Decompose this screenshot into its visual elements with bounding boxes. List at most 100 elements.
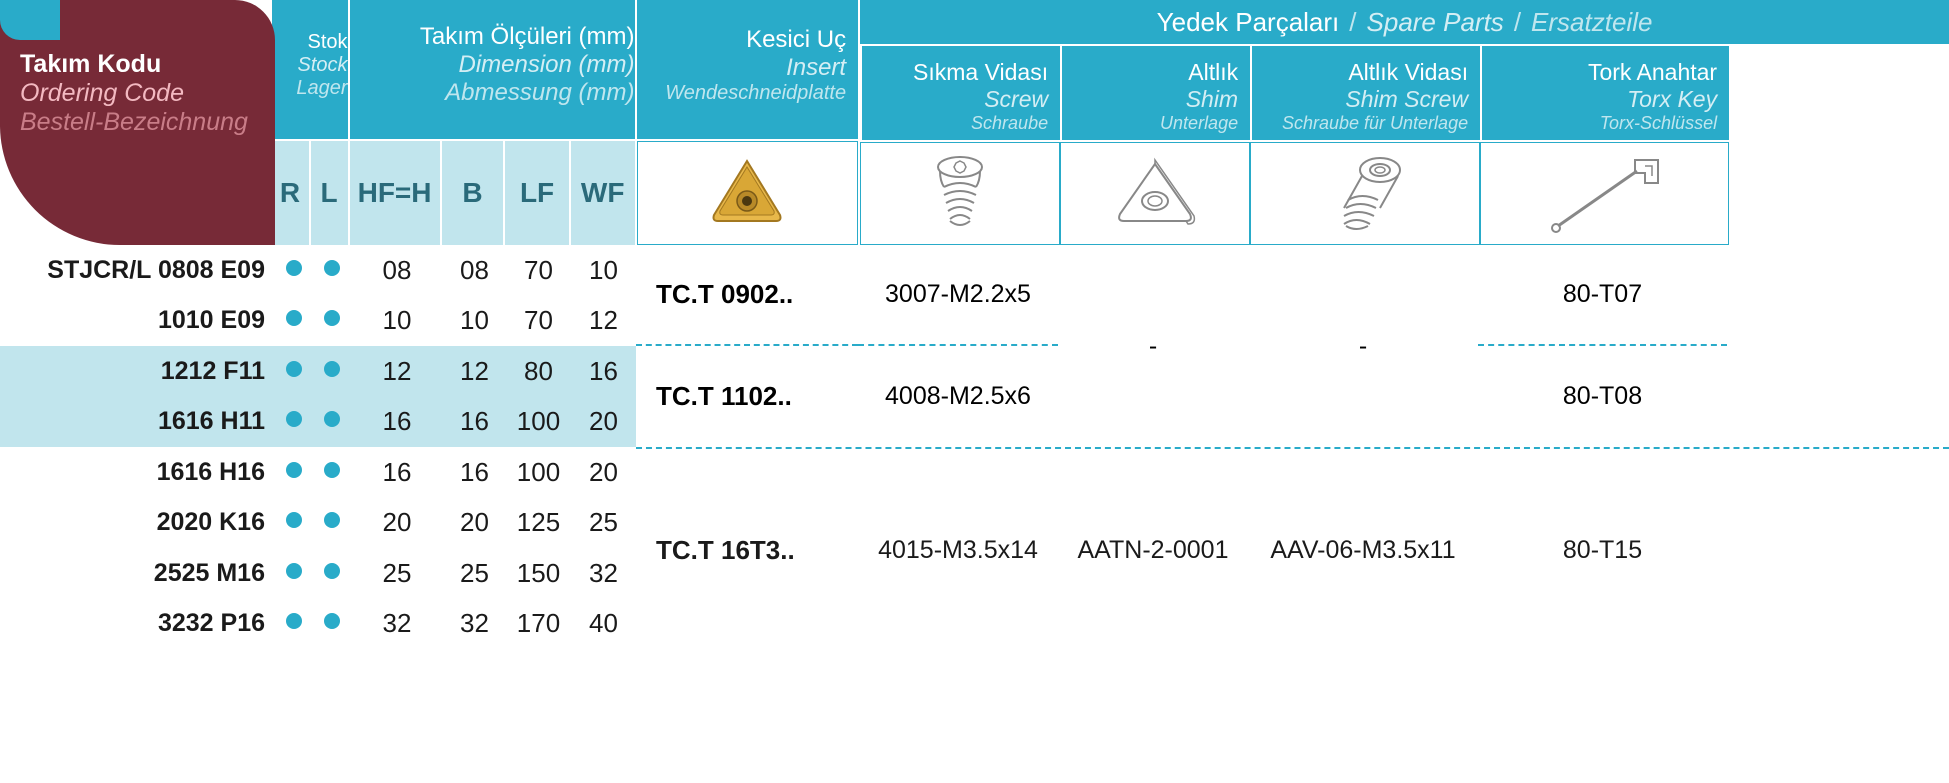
cell-wf: 32: [571, 558, 636, 589]
ordering-code-tr: Takım Kodu: [20, 50, 275, 79]
cell-shimscrew: -: [1248, 245, 1478, 447]
catalog-table: Takım Kodu Ordering Code Bestell-Bezeich…: [0, 0, 1949, 651]
cell-screw: 3007-M2.2x5: [858, 245, 1058, 346]
cell-torx: 80-T07: [1478, 245, 1727, 346]
cell-code: 2525 M16: [0, 559, 275, 588]
cell-b: 10: [443, 305, 506, 336]
cell-code: 1010 E09: [0, 306, 275, 335]
torx-icon: [1480, 142, 1729, 245]
cell-hf: 20: [351, 507, 443, 538]
cell-b: 25: [443, 558, 506, 589]
cell-b: 16: [443, 406, 506, 437]
insert-header: Kesici Uç Insert Wendeschneidplatte: [637, 0, 859, 245]
shimscrew-header: Altlık Vidası Shim Screw Schraube für Un…: [1250, 46, 1480, 139]
col-b: B: [442, 141, 504, 245]
cell-wf: 10: [571, 255, 636, 286]
cell-wf: 20: [571, 457, 636, 488]
header-area: Takım Kodu Ordering Code Bestell-Bezeich…: [0, 0, 1949, 245]
cell-lf: 170: [506, 608, 571, 639]
ordering-code-en: Ordering Code: [20, 79, 275, 108]
cell-stock-r: [275, 361, 313, 382]
cell-stock-r: [275, 563, 313, 584]
shimscrew-icon: [1250, 142, 1480, 245]
cell-lf: 125: [506, 507, 571, 538]
table-row: 1616 H16161610020: [0, 447, 636, 498]
cell-torx: 80-T15: [1478, 536, 1727, 565]
cell-code: 1616 H16: [0, 458, 275, 487]
screw-icon: [860, 142, 1060, 245]
cell-stock-l: [313, 512, 351, 533]
cell-insert: TC.T 0902..: [636, 245, 858, 346]
cell-stock-l: [313, 613, 351, 634]
cell-shim: -: [1058, 245, 1248, 447]
insert-icon: [637, 141, 859, 245]
cell-code: 3232 P16: [0, 609, 275, 638]
ordering-code-de: Bestell-Bezeichnung: [20, 108, 275, 137]
cell-b: 20: [443, 507, 506, 538]
col-r: R: [272, 141, 309, 245]
cell-wf: 12: [571, 305, 636, 336]
table-row: 2525 M16252515032: [0, 548, 636, 599]
cell-hf: 25: [351, 558, 443, 589]
table-row: 1616 H11161610020: [0, 397, 636, 448]
data-rows: STJCR/L 0808 E09080870101010 E0910107012…: [0, 245, 1949, 651]
cell-lf: 80: [506, 356, 571, 387]
cell-stock-r: [275, 512, 313, 533]
table-row: 1010 E0910107012: [0, 296, 636, 347]
cell-wf: 25: [571, 507, 636, 538]
cell-lf: 100: [506, 457, 571, 488]
cell-screw: 4008-M2.5x6: [858, 346, 1058, 447]
table-row: 3232 P16323217040: [0, 599, 636, 650]
cell-stock-r: [275, 613, 313, 634]
cell-lf: 150: [506, 558, 571, 589]
cell-code: 1212 F11: [0, 357, 275, 386]
cell-stock-r: [275, 411, 313, 432]
shim-header: Altlık Shim Unterlage: [1060, 46, 1250, 139]
cell-b: 08: [443, 255, 506, 286]
cell-insert: TC.T 1102..: [636, 346, 858, 447]
cell-stock-l: [313, 462, 351, 483]
col-hf: HF=H: [350, 141, 440, 245]
dimension-header: Takım Ölçüleri (mm) Dimension (mm) Abmes…: [350, 0, 635, 245]
cell-b: 32: [443, 608, 506, 639]
cell-wf: 16: [571, 356, 636, 387]
cell-hf: 16: [351, 457, 443, 488]
cell-stock-l: [313, 563, 351, 584]
cell-wf: 40: [571, 608, 636, 639]
cell-stock-r: [275, 462, 313, 483]
cell-stock-l: [313, 361, 351, 382]
cell-shimscrew: AAV-06-M3.5x11: [1248, 536, 1478, 565]
cell-lf: 70: [506, 305, 571, 336]
cell-screw: 4015-M3.5x14: [858, 536, 1058, 565]
cell-hf: 10: [351, 305, 443, 336]
screw-header: Sıkma Vidası Screw Schraube: [860, 46, 1060, 139]
torx-header: Tork Anahtar Torx Key Torx-Schlüssel: [1480, 46, 1729, 139]
col-l: L: [311, 141, 348, 245]
cell-stock-l: [313, 411, 351, 432]
cell-lf: 100: [506, 406, 571, 437]
table-row: 2020 K16202012525: [0, 498, 636, 549]
tab-corner: [0, 0, 60, 40]
cell-lf: 70: [506, 255, 571, 286]
col-lf: LF: [505, 141, 569, 245]
cell-code: 2020 K16: [0, 508, 275, 537]
cell-hf: 16: [351, 406, 443, 437]
cell-stock-r: [275, 310, 313, 331]
cell-code: 1616 H11: [0, 407, 275, 436]
cell-stock-l: [313, 260, 351, 281]
cell-b: 12: [443, 356, 506, 387]
cell-stock-l: [313, 310, 351, 331]
cell-b: 16: [443, 457, 506, 488]
cell-stock-r: [275, 260, 313, 281]
cell-wf: 20: [571, 406, 636, 437]
cell-hf: 32: [351, 608, 443, 639]
stock-header: Stok Stock Lager R L: [272, 0, 348, 245]
cell-shim: AATN-2-0001: [1058, 536, 1248, 565]
cell-torx: 80-T08: [1478, 346, 1727, 447]
shim-icon: [1060, 142, 1250, 245]
table-row: 1212 F1112128016: [0, 346, 636, 397]
spare-parts-header: Yedek Parçaları / Spare Parts / Ersatzte…: [860, 0, 1949, 245]
cell-hf: 12: [351, 356, 443, 387]
cell-insert: TC.T 16T3..: [636, 535, 858, 566]
cell-hf: 08: [351, 255, 443, 286]
